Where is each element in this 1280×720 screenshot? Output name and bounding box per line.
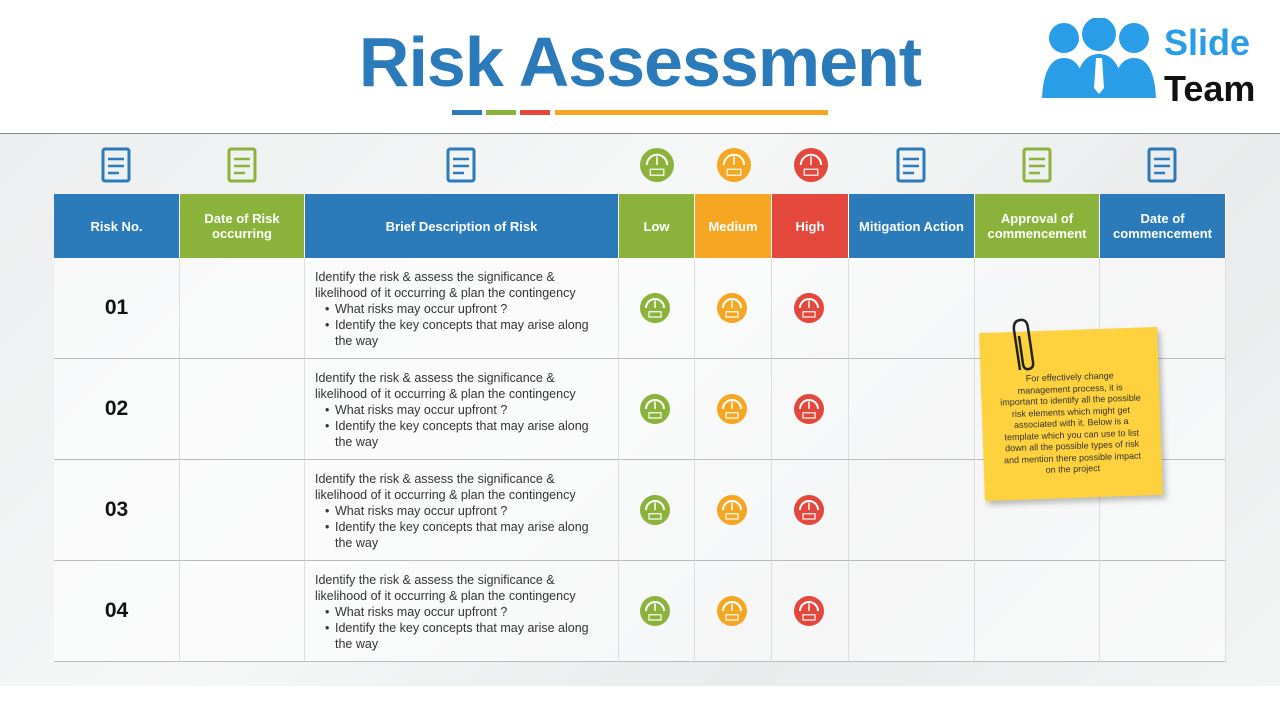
paper-clip <box>1012 318 1035 371</box>
header-icon <box>1147 147 1177 183</box>
gauge-icon <box>793 293 824 323</box>
bullet: Identify the key concepts that may arise… <box>325 418 608 450</box>
bullet: What risks may occur upfront ? <box>325 402 608 418</box>
bullet: What risks may occur upfront ? <box>325 503 608 519</box>
column-header: Date of Risk occurring <box>180 194 305 258</box>
header-icon <box>446 147 476 183</box>
gauge-icon <box>716 495 747 525</box>
column-header: High <box>772 194 849 258</box>
risk-number: 02 <box>54 359 180 460</box>
description-cell: Identify the risk & assess the significa… <box>305 460 619 561</box>
gauge-icon <box>716 596 747 626</box>
risk-number: 03 <box>54 460 180 561</box>
title: Risk Assessment <box>358 23 922 101</box>
table-cell <box>180 460 305 561</box>
bullet: What risks may occur upfront ? <box>325 604 608 620</box>
gauge-icon <box>640 394 670 424</box>
table-cell <box>849 359 975 460</box>
bullet-list: What risks may occur upfront ?Identify t… <box>315 301 608 349</box>
description-cell: Identify the risk & assess the significa… <box>305 561 619 662</box>
risk-number: 04 <box>54 561 180 662</box>
table-cell <box>180 561 305 662</box>
header-icon <box>101 147 131 183</box>
column-header: Approval of commencement <box>975 194 1100 258</box>
description: Identify the risk & assess the significa… <box>315 573 576 603</box>
table-cell <box>849 561 975 662</box>
column-header: Risk No. <box>54 194 180 258</box>
title-underline <box>452 110 828 115</box>
gauge-icon <box>793 148 828 182</box>
column-header: Low <box>619 194 695 258</box>
gauge-icon <box>793 596 824 626</box>
gauge-icon <box>640 148 674 182</box>
table-cell <box>849 460 975 561</box>
description: Identify the risk & assess the significa… <box>315 472 576 502</box>
logo-icon <box>1042 18 1156 98</box>
description: Identify the risk & assess the significa… <box>315 270 576 300</box>
sticky-note: For effectively change management proces… <box>979 326 1163 502</box>
gauge-icon <box>716 148 751 182</box>
description-cell: Identify the risk & assess the significa… <box>305 359 619 460</box>
gauge-icon <box>793 495 824 525</box>
header-icon <box>227 147 256 183</box>
bullet: Identify the key concepts that may arise… <box>325 317 608 349</box>
bullet: Identify the key concepts that may arise… <box>325 620 608 652</box>
bullet-list: What risks may occur upfront ?Identify t… <box>315 402 608 450</box>
bullet: Identify the key concepts that may arise… <box>325 519 608 551</box>
table-cell <box>1100 561 1226 662</box>
table-cell <box>180 359 305 460</box>
header-icon <box>1022 147 1051 183</box>
column-header: Brief Description of Risk <box>305 194 619 258</box>
column-header: Mitigation Action <box>849 194 975 258</box>
gauge-icon <box>716 293 747 323</box>
column-header: Date of commencement <box>1100 194 1226 258</box>
gauge-icon <box>793 394 824 424</box>
gauge-icon <box>640 293 670 323</box>
table-cell <box>975 561 1100 662</box>
gauge-icon <box>716 394 747 424</box>
gauge-icon <box>640 596 670 626</box>
logo-text: Team <box>1164 68 1256 109</box>
table-cell <box>180 258 305 359</box>
risk-number: 01 <box>54 258 180 359</box>
bullet-list: What risks may occur upfront ?Identify t… <box>315 604 608 652</box>
bullet-list: What risks may occur upfront ?Identify t… <box>315 503 608 551</box>
description-cell: Identify the risk & assess the significa… <box>305 258 619 359</box>
table-cell <box>849 258 975 359</box>
column-header: Medium <box>695 194 772 258</box>
logo-text: Slide <box>1164 22 1251 63</box>
bullet: What risks may occur upfront ? <box>325 301 608 317</box>
gauge-icon <box>640 495 670 525</box>
header-icon <box>896 147 926 183</box>
description: Identify the risk & assess the significa… <box>315 371 576 401</box>
